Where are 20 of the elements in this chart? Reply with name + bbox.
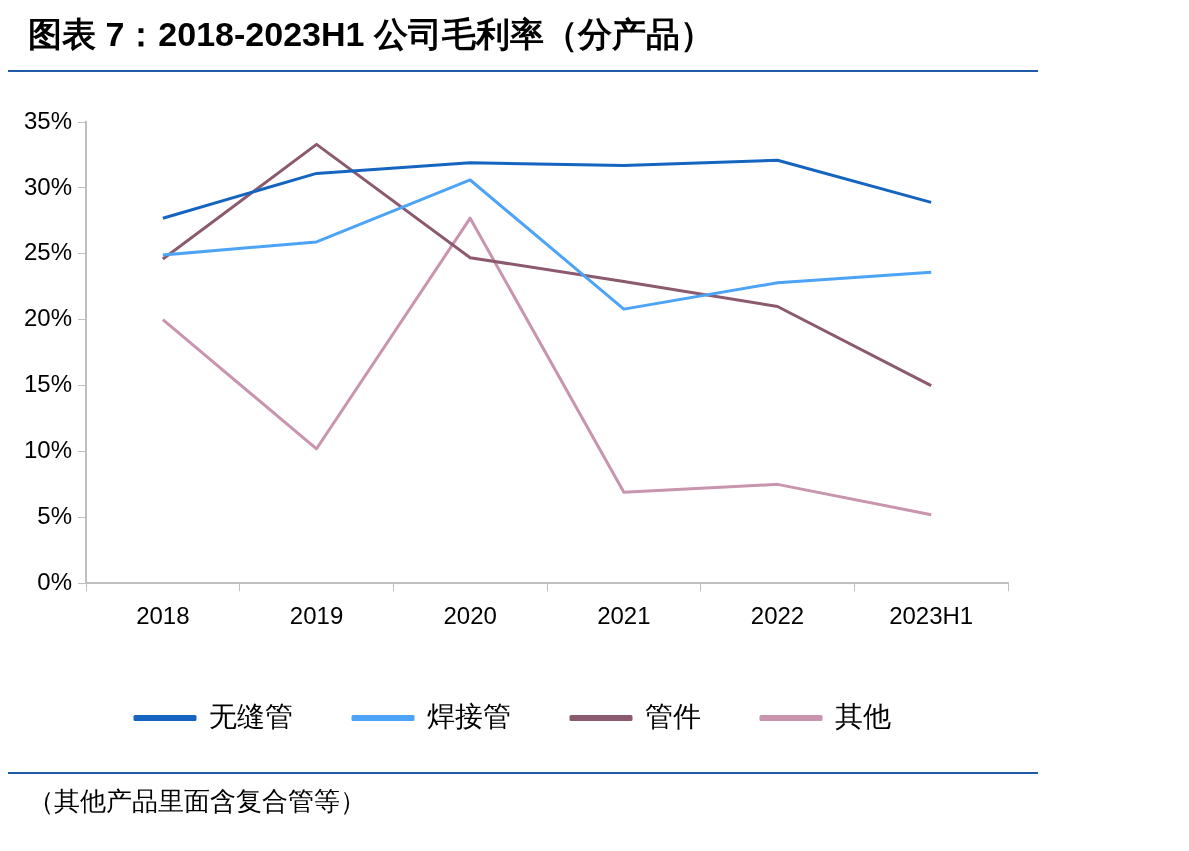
x-tick-label: 2020 <box>443 602 497 630</box>
text: （其他产品里面含复合管等） <box>28 786 366 816</box>
y-tick-label: 35% <box>23 106 73 134</box>
x-tick-label: 2018 <box>136 602 190 630</box>
x-tick-label: 2019 <box>289 602 344 630</box>
legend-label: 焊接管 <box>427 700 511 732</box>
x-tick-label: 2021 <box>597 602 651 630</box>
y-tick-label: 25% <box>23 238 73 266</box>
chart-title: 图表 7：2018-2023H1 公司毛利率（分产品） <box>8 8 1038 72</box>
legend-label: 其他 <box>835 700 891 732</box>
y-tick-label: 20% <box>23 304 73 332</box>
legend-label: 无缝管 <box>209 700 293 732</box>
x-tick-label: 2023H1 <box>889 602 974 630</box>
y-tick-label: 0% <box>37 567 73 595</box>
x-tick-label: 2022 <box>750 602 805 630</box>
y-tick-label: 30% <box>23 172 73 200</box>
y-tick-label: 15% <box>23 370 73 398</box>
y-tick-label: 10% <box>23 436 73 464</box>
legend-label: 管件 <box>645 700 701 732</box>
y-tick-label: 5% <box>37 501 73 529</box>
